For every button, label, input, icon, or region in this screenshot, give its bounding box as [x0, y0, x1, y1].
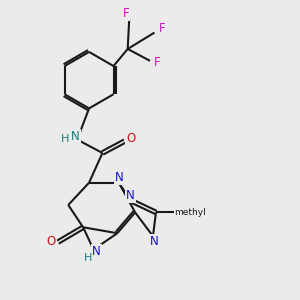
Text: F: F: [159, 22, 165, 34]
Text: N: N: [115, 171, 124, 184]
Text: methyl: methyl: [174, 208, 206, 217]
Text: N: N: [126, 189, 135, 202]
Text: N: N: [150, 235, 159, 248]
Text: H: H: [61, 134, 70, 144]
Text: N: N: [71, 130, 80, 143]
Text: N: N: [92, 244, 101, 258]
Text: O: O: [126, 132, 135, 145]
Text: F: F: [123, 7, 130, 20]
Text: O: O: [47, 235, 56, 248]
Text: F: F: [154, 56, 161, 69]
Text: H: H: [84, 253, 92, 263]
